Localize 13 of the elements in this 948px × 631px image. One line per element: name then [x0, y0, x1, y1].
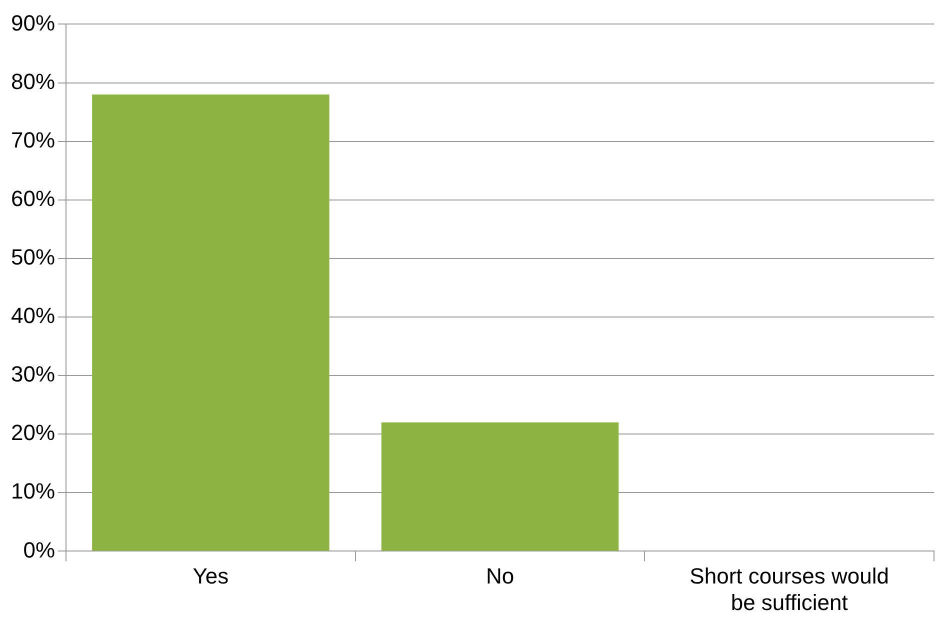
- x-tick-label: Yes: [192, 563, 229, 588]
- y-tick-label: 10%: [10, 478, 56, 504]
- y-tick-label: 40%: [10, 303, 56, 328]
- y-tick-label: 70%: [10, 127, 56, 152]
- x-tick-label: No: [486, 563, 514, 588]
- y-tick-label: 90%: [10, 10, 56, 36]
- y-tick-label: 50%: [10, 244, 56, 270]
- y-tick-label: 30%: [10, 362, 56, 387]
- x-tick-label: Short courses would be sufficient: [690, 563, 890, 615]
- y-tick-label: 60%: [10, 186, 56, 211]
- y-tick-label: 80%: [10, 68, 56, 94]
- y-tick-label: 20%: [10, 420, 56, 446]
- y-tick-label: 0%: [23, 537, 56, 562]
